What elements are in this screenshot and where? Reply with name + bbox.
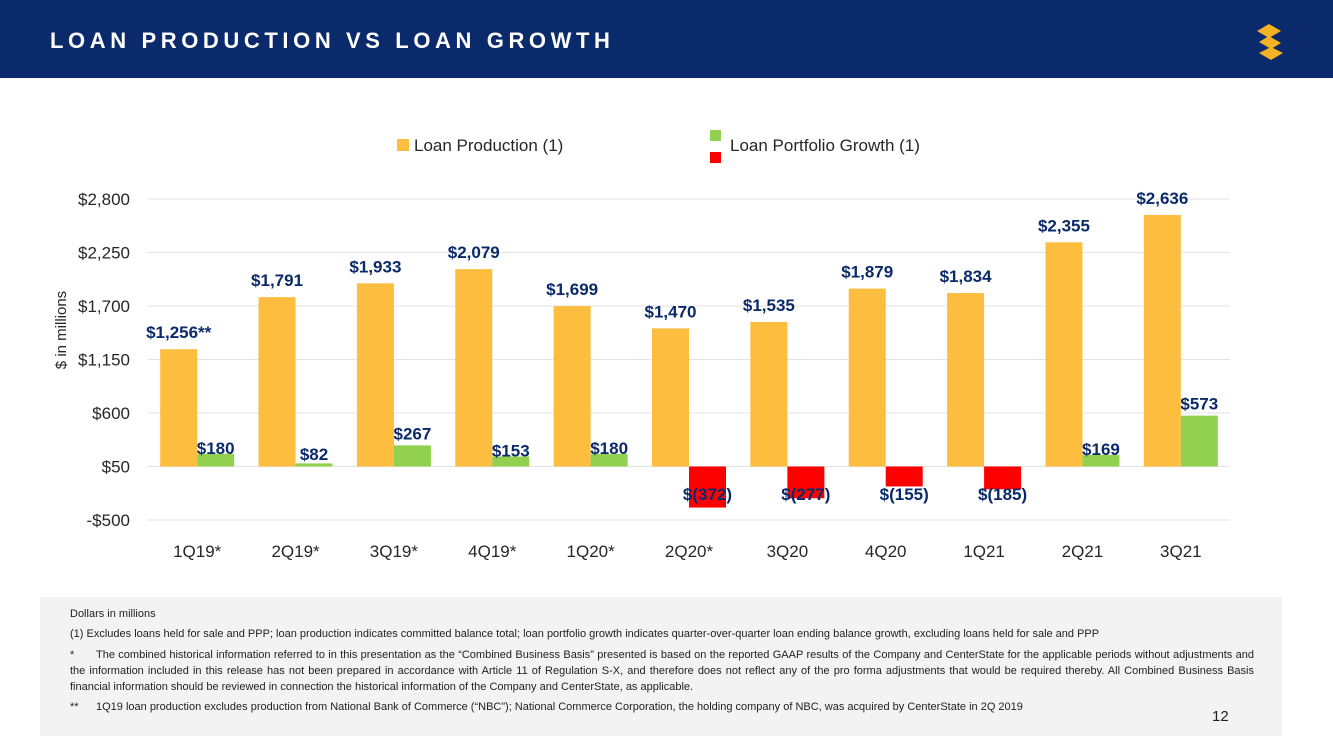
production-bar (553, 306, 591, 467)
production-data-label: $1,699 (546, 280, 598, 299)
production-bar (652, 328, 689, 467)
footnote-mark-asterisk: * (70, 649, 75, 661)
page-number: 12 (1212, 708, 1229, 725)
footnote-dollars: Dollars in millions (70, 608, 156, 620)
production-bar (258, 297, 296, 467)
footnote-nbc: ** 1Q19 loan production excludes producti… (70, 699, 1254, 715)
y-tick-label: $1,700 (78, 297, 130, 316)
growth-data-label: $180 (197, 439, 235, 458)
x-tick-label: 2Q20* (665, 542, 714, 561)
growth-bar (1180, 415, 1218, 467)
growth-bar (1082, 454, 1120, 467)
data-labels: $1,256** $180 $1,791 $82 $1,933 $267 $2,079 $15… (146, 189, 1218, 504)
growth-data-label: $169 (1082, 440, 1120, 459)
x-tick-label: 1Q19* (173, 542, 222, 561)
x-axis: 1Q19* 2Q19* 3Q19* 4Q19* 1Q20* 2Q20* 3Q20 4Q20 1Q… (173, 542, 1202, 561)
y-tick-label: $50 (102, 458, 130, 477)
y-tick-label: -$500 (87, 511, 130, 530)
production-bar (848, 288, 886, 467)
growth-data-label: $(277) (781, 485, 830, 504)
production-data-label: $2,355 (1038, 216, 1090, 235)
footnote-nbc-text: 1Q19 loan production excludes production… (96, 701, 1023, 713)
growth-bar (984, 466, 1022, 490)
production-data-label: $2,636 (1136, 189, 1188, 208)
x-tick-label: 1Q20* (567, 542, 616, 561)
x-tick-label: 3Q21 (1160, 542, 1202, 561)
growth-bar (590, 453, 628, 467)
y-tick-label: $1,150 (78, 351, 130, 370)
growth-bar (885, 466, 923, 487)
production-data-label: $1,834 (940, 267, 993, 286)
header-bar: LOAN PRODUCTION VS LOAN GROWTH (0, 0, 1333, 78)
growth-bar (492, 456, 530, 467)
x-tick-label: 3Q19* (370, 542, 419, 561)
growth-bar (787, 466, 825, 499)
legend-swatch-growth-positive (710, 130, 721, 141)
y-axis-title: $ in millions (53, 291, 70, 369)
y-tick-label: $2,800 (78, 190, 130, 209)
bar-chart: -$500 $50 $600 $1,150 $1,700 $2,250 $2,800 $ i… (53, 130, 1230, 561)
growth-bar (197, 453, 235, 467)
x-tick-label: 4Q19* (468, 542, 517, 561)
x-tick-label: 2Q19* (271, 542, 320, 561)
production-data-label: $2,079 (448, 243, 500, 262)
legend: Loan Production (1) Loan Portfolio Growt… (397, 130, 920, 163)
footnote-mark-double-asterisk: ** (70, 701, 79, 713)
footnote-combined-basis: * The combined historical information ref… (70, 647, 1254, 695)
y-tick-label: $600 (92, 404, 130, 423)
production-bar (947, 292, 985, 467)
production-bar (1045, 242, 1083, 467)
x-tick-label: 4Q20 (865, 542, 907, 561)
growth-data-label: $573 (1180, 395, 1218, 414)
production-data-label: $1,791 (251, 271, 303, 290)
production-data-label: $1,879 (841, 263, 893, 282)
legend-swatch-growth-negative (710, 152, 721, 163)
page-title: LOAN PRODUCTION VS LOAN GROWTH (50, 28, 615, 53)
x-tick-label: 3Q20 (767, 542, 809, 561)
bars (160, 214, 1218, 508)
production-bar (1143, 214, 1181, 467)
production-data-label: $1,470 (645, 302, 697, 321)
y-tick-label: $2,250 (78, 244, 130, 263)
growth-data-label: $267 (393, 424, 431, 443)
legend-label-production: Loan Production (1) (414, 136, 563, 155)
footnote-1: (1) Excludes loans held for sale and PPP… (70, 628, 1100, 640)
growth-data-label: $153 (492, 441, 530, 460)
footnotes: Dollars in millions (1) Excludes loans h… (40, 597, 1282, 736)
growth-bar (689, 466, 726, 508)
x-tick-label: 2Q21 (1062, 542, 1104, 561)
production-bar (356, 283, 394, 467)
production-data-label: $1,933 (349, 257, 401, 276)
production-data-label: $1,535 (743, 296, 795, 315)
production-data-label: $1,256** (146, 323, 212, 342)
legend-label-growth: Loan Portfolio Growth (1) (730, 136, 920, 155)
growth-data-label: $82 (300, 445, 328, 464)
production-bar (160, 349, 198, 467)
production-bar (455, 269, 493, 467)
legend-swatch-production (397, 139, 409, 151)
production-bar (750, 322, 788, 467)
growth-bar (295, 463, 333, 467)
y-axis: -$500 $50 $600 $1,150 $1,700 $2,250 $2,800 (78, 190, 130, 530)
growth-bar (393, 445, 431, 467)
growth-data-label: $180 (590, 439, 628, 458)
growth-data-label: $(185) (978, 485, 1027, 504)
logo-s-icon (1257, 24, 1283, 60)
growth-data-label: $(372) (683, 485, 732, 504)
x-tick-label: 1Q21 (963, 542, 1005, 561)
footnote-combined-basis-text: The combined historical information refe… (70, 649, 1254, 693)
growth-data-label: $(155) (880, 485, 929, 504)
